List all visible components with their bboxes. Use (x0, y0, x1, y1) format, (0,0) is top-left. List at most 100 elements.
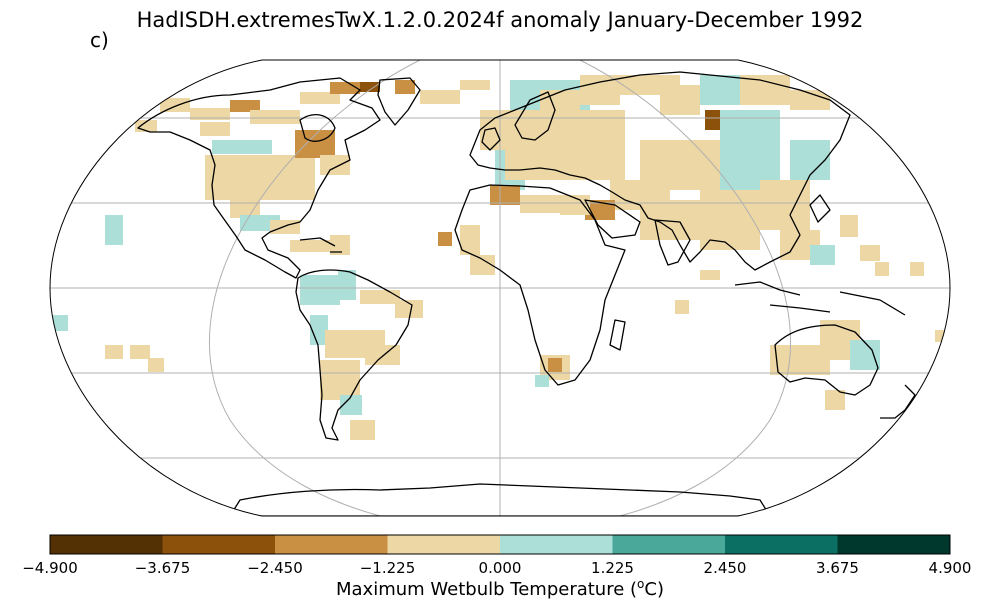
colorbar-tick-label: 2.450 (703, 559, 747, 577)
colorbar-outline (49, 534, 951, 555)
anomaly-cell (52, 315, 68, 331)
anomaly-cell (470, 255, 495, 275)
anomaly-cell (190, 108, 230, 120)
anomaly-cell (540, 90, 580, 110)
colorbar-tick-label: −3.675 (134, 559, 191, 577)
colorbar-segment (500, 535, 613, 554)
anomaly-cell (395, 80, 415, 94)
anomaly-cell (460, 225, 480, 255)
colorbar-segment (837, 535, 951, 554)
anomaly-cell (300, 92, 340, 104)
anomaly-cell (640, 200, 700, 240)
globe-outline (49, 59, 951, 517)
anomaly-cell (330, 235, 350, 255)
anomaly-cell (148, 358, 164, 372)
anomaly-cell (420, 90, 460, 104)
anomaly-cell (395, 300, 423, 318)
anomaly-cell (350, 420, 375, 440)
anomaly-cell (860, 245, 880, 261)
anomaly-cell (850, 340, 880, 370)
anomaly-cell (460, 80, 490, 90)
coast-australia (774, 324, 879, 396)
anomaly-cell (212, 140, 272, 154)
colorbar-segment (725, 535, 838, 554)
anomaly-cell (675, 300, 689, 314)
anomaly-cell (790, 90, 830, 110)
colorbar-tick-label: 1.225 (591, 559, 634, 577)
coast-antarctica (229, 483, 771, 516)
anomaly-cell (340, 395, 362, 415)
colorbar-tick-label: 4.900 (928, 559, 972, 577)
anomaly-cell (230, 100, 260, 112)
anomaly-cell (290, 240, 330, 252)
colorbar-label-sup: o (637, 577, 645, 591)
coast-hudson-bay (299, 114, 336, 142)
coast-madagascar (609, 319, 626, 351)
anomaly-cell (320, 155, 350, 175)
anomaly-cell (105, 215, 123, 245)
colorbar-segment (612, 535, 726, 554)
coast-greenland (377, 77, 421, 126)
anomaly-cell (810, 245, 835, 265)
colorbar-tick-label: −2.450 (247, 559, 303, 577)
coast-japan (809, 194, 831, 223)
anomaly-cell (230, 200, 260, 218)
anomaly-cells (52, 75, 947, 440)
colorbar-segment (275, 535, 388, 554)
anomaly-cell (130, 345, 150, 359)
anomaly-cell (520, 195, 560, 213)
anomaly-cell (250, 110, 300, 124)
colorbar-segment (162, 535, 276, 554)
anomaly-cell (660, 85, 700, 115)
colorbar-segment (387, 535, 501, 554)
map-title: HadISDH.extremesTwX.1.2.0.2024f anomaly … (136, 8, 864, 32)
anomaly-cell (840, 215, 858, 237)
anomaly-cell (760, 180, 810, 230)
coast-eurasia (469, 71, 851, 271)
colorbar-tick-label: −4.900 (22, 559, 78, 577)
coast-india (654, 219, 691, 266)
colorbar-label-text: Maximum Wetbulb Temperature ( (336, 579, 638, 600)
anomaly-cell (790, 140, 830, 180)
anomaly-cell (700, 270, 720, 280)
panel-label: c) (90, 28, 109, 52)
coast-scandinavia (514, 91, 556, 141)
coast-south-america (295, 269, 413, 441)
anomaly-cell (438, 232, 452, 246)
meridian-60e (579, 60, 791, 516)
anomaly-cell (875, 262, 889, 276)
coast-new-zealand (880, 384, 916, 419)
coast-british-isles (481, 127, 501, 151)
gridlines (50, 60, 950, 516)
colorbar-tick-label: 0.000 (478, 559, 522, 577)
anomaly-cell (910, 262, 924, 276)
anomaly-cell (365, 345, 400, 365)
anomaly-cell (548, 358, 562, 372)
anomaly-cell (300, 275, 340, 305)
colorbar-tick-label: 3.675 (816, 559, 859, 577)
colorbar-segment (50, 535, 163, 554)
anomaly-cell (505, 110, 625, 180)
anomaly-cell (160, 98, 190, 112)
coast-north-america (137, 77, 381, 279)
anomaly-cell (205, 155, 315, 200)
anomaly-cell (200, 122, 230, 136)
anomaly-cell (360, 290, 400, 304)
coast-caribbean (299, 237, 342, 253)
anomaly-cell (720, 110, 780, 190)
anomaly-cell (740, 75, 790, 105)
colorbar-label: Maximum Wetbulb Temperature (oC) (0, 577, 1000, 600)
coast-indonesia (734, 281, 906, 316)
anomaly-cell (700, 75, 740, 105)
colorbar-label-unit: C) (644, 579, 664, 600)
anomaly-cell (338, 270, 356, 300)
colorbar-tick-label: −1.225 (359, 559, 416, 577)
anomaly-cell (360, 82, 380, 92)
anomaly-cell (490, 185, 520, 205)
coast-africa (454, 184, 626, 386)
anomaly-cell (535, 375, 549, 387)
coast-arabia (584, 199, 641, 239)
anomaly-cell (105, 345, 123, 359)
